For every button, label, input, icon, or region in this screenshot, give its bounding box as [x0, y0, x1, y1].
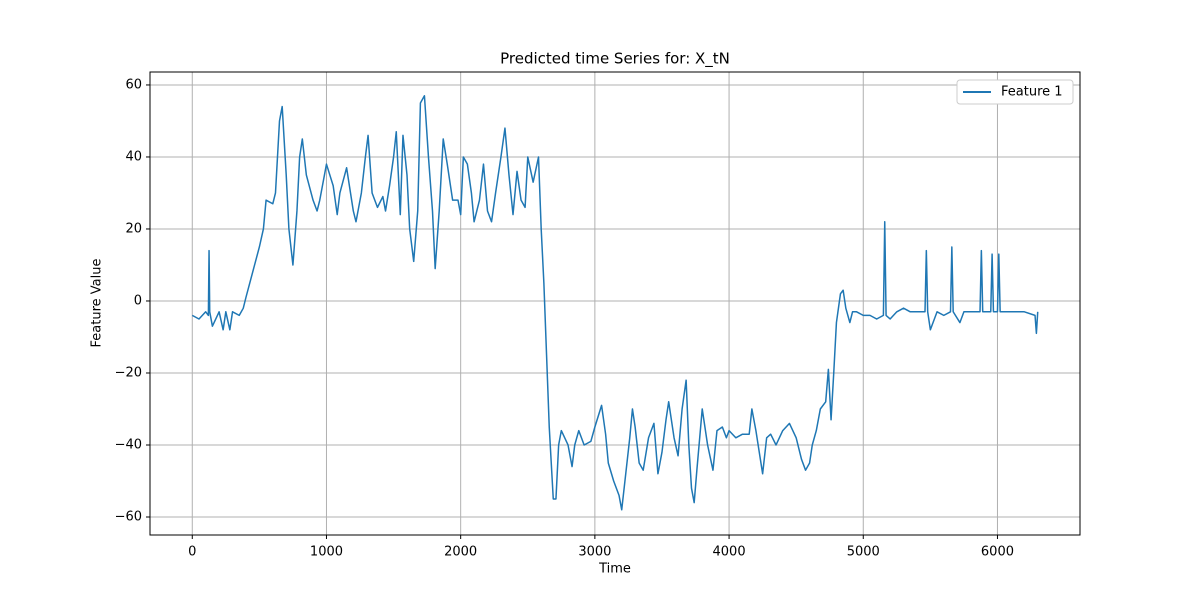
y-tick-label: 20: [125, 221, 142, 236]
y-tick-label: 0: [134, 293, 142, 308]
y-tick-label: −60: [115, 509, 142, 524]
x-tick-label: 3000: [578, 545, 611, 560]
x-tick-label: 0: [188, 545, 196, 560]
legend-label: Feature 1: [1001, 85, 1063, 100]
y-tick-label: 40: [125, 149, 142, 164]
x-axis-label: Time: [598, 562, 631, 577]
x-tick-label: 6000: [981, 545, 1014, 560]
chart-title: Predicted time Series for: X_tN: [500, 50, 730, 69]
x-tick-label: 2000: [444, 545, 477, 560]
legend-box: [956, 79, 1074, 105]
y-axis-label: Feature Value: [90, 259, 105, 348]
x-tick-label: 1000: [310, 545, 343, 560]
y-tick-label: −20: [115, 365, 142, 380]
y-tick-label: 60: [125, 77, 142, 92]
y-tick-label: −40: [115, 437, 142, 452]
x-tick-label: 5000: [847, 545, 880, 560]
axes-frame: [149, 71, 1081, 536]
data-line: [191, 95, 1039, 511]
x-tick-label: 4000: [713, 545, 746, 560]
